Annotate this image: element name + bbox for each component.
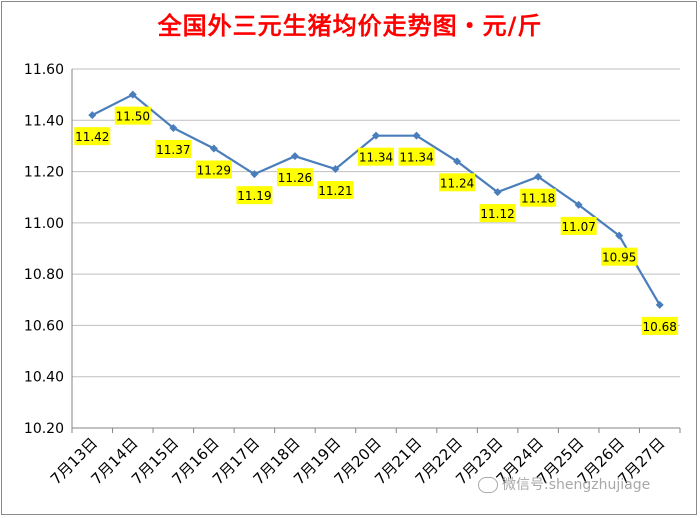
data-label: 11.18 — [521, 192, 555, 206]
data-label-box — [195, 160, 232, 179]
y-tick-label: 10.40 — [24, 370, 64, 386]
data-label: 11.21 — [318, 184, 352, 198]
data-label-box — [398, 147, 435, 166]
data-point — [372, 131, 380, 140]
data-label: 11.12 — [480, 207, 514, 221]
data-point — [412, 131, 421, 140]
data-label-box — [276, 168, 313, 187]
data-label: 11.24 — [440, 176, 474, 190]
data-label-box — [236, 186, 273, 205]
data-label-box — [479, 204, 516, 223]
watermark-text: 微信号:shengzhujiage — [502, 477, 651, 493]
y-tick-label: 11.40 — [24, 113, 64, 129]
data-point — [331, 165, 340, 174]
y-tick-label: 11.20 — [24, 165, 64, 181]
data-label-box — [641, 316, 678, 335]
data-point — [493, 188, 502, 197]
data-label-box — [601, 247, 638, 266]
data-label-box — [317, 181, 354, 200]
data-point — [128, 90, 137, 99]
y-tick-label: 11.60 — [24, 62, 64, 78]
data-point — [534, 172, 543, 181]
data-point — [290, 152, 299, 161]
data-label-box — [358, 147, 394, 166]
data-label-box — [114, 106, 151, 125]
data-point — [209, 144, 218, 153]
data-point — [453, 157, 462, 166]
data-label-box — [520, 188, 557, 207]
data-label: 11.29 — [197, 163, 231, 177]
data-label: 11.37 — [156, 143, 190, 157]
data-label: 11.07 — [561, 220, 595, 234]
data-label: 11.34 — [399, 151, 433, 165]
data-label-box — [74, 127, 111, 146]
data-point — [250, 170, 259, 179]
data-label: 11.26 — [278, 171, 312, 185]
data-point — [574, 200, 583, 209]
data-point — [88, 111, 97, 120]
y-tick-label: 10.80 — [24, 267, 64, 283]
data-label: 10.68 — [643, 320, 677, 334]
data-label: 11.42 — [75, 130, 109, 144]
wechat-icon — [478, 477, 498, 493]
series-line — [91, 93, 661, 306]
data-point — [615, 231, 624, 240]
data-label-box — [560, 216, 597, 235]
y-tick-label: 10.60 — [24, 318, 64, 334]
data-label-box — [155, 139, 192, 158]
data-label: 11.19 — [237, 189, 271, 203]
data-label: 10.95 — [602, 251, 636, 265]
data-point — [655, 300, 664, 309]
data-point — [169, 123, 178, 132]
data-label-box — [439, 173, 476, 192]
chart-title: 全国外三元生猪均价走势图・元/斤 — [157, 12, 543, 40]
data-label: 11.50 — [116, 110, 150, 124]
data-label: 11.34 — [359, 151, 393, 165]
watermark: 微信号:shengzhujiage — [478, 474, 650, 494]
y-tick-label: 10.20 — [24, 421, 64, 437]
y-tick-label: 11.00 — [24, 216, 64, 232]
